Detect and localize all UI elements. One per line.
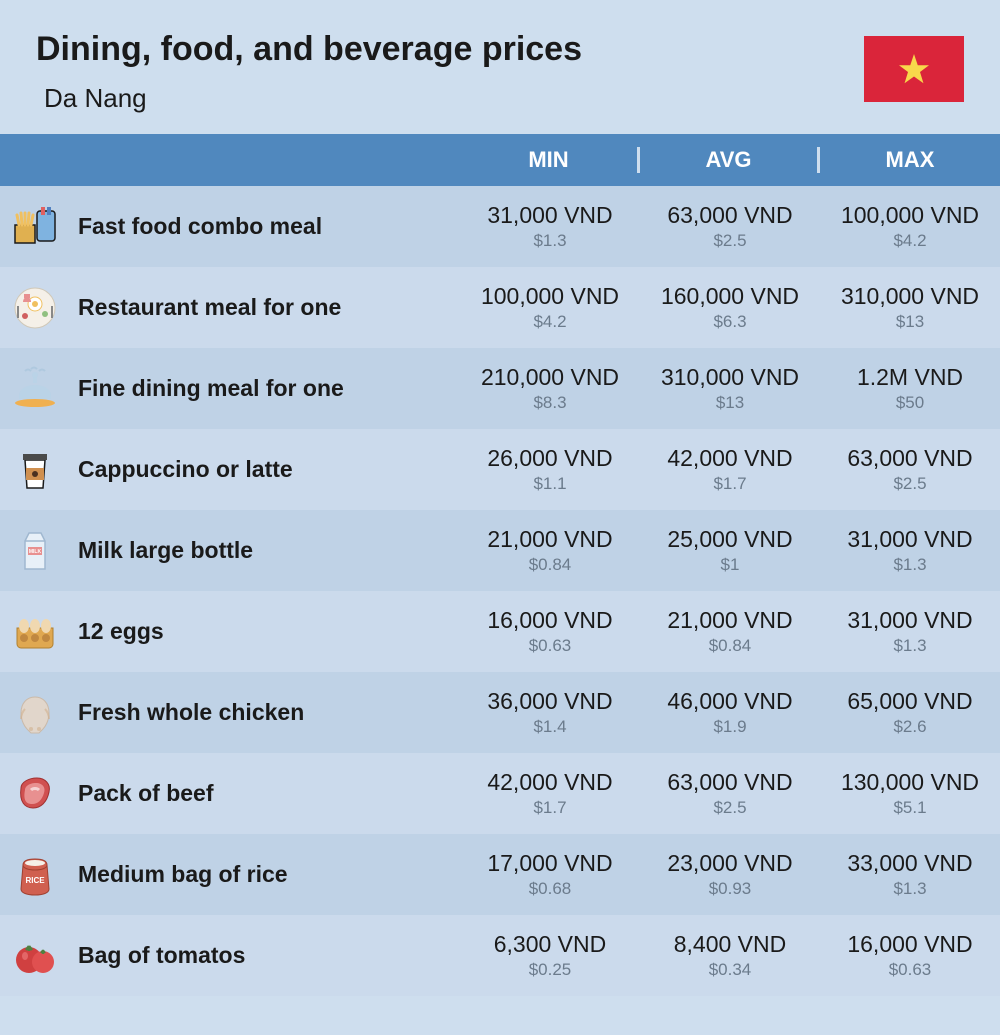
item-label: Pack of beef bbox=[70, 780, 460, 807]
item-label: Bag of tomatos bbox=[70, 942, 460, 969]
table-row: Restaurant meal for one100,000 VND$4.216… bbox=[0, 267, 1000, 348]
col-max: MAX bbox=[820, 147, 1000, 173]
price-max: 63,000 VND$2.5 bbox=[820, 445, 1000, 494]
milk-icon: MILK bbox=[0, 510, 70, 591]
item-label: Fine dining meal for one bbox=[70, 375, 460, 402]
col-min: MIN bbox=[460, 147, 640, 173]
price-avg: 8,400 VND$0.34 bbox=[640, 931, 820, 980]
table-header: MIN AVG MAX bbox=[0, 134, 1000, 186]
price-min: 21,000 VND$0.84 bbox=[460, 526, 640, 575]
price-max: 1.2M VND$50 bbox=[820, 364, 1000, 413]
price-avg: 63,000 VND$2.5 bbox=[640, 769, 820, 818]
price-min: 31,000 VND$1.3 bbox=[460, 202, 640, 251]
page-subtitle: Da Nang bbox=[44, 83, 582, 114]
price-max: 100,000 VND$4.2 bbox=[820, 202, 1000, 251]
table-row: Bag of tomatos6,300 VND$0.258,400 VND$0.… bbox=[0, 915, 1000, 996]
price-min: 16,000 VND$0.63 bbox=[460, 607, 640, 656]
price-min: 26,000 VND$1.1 bbox=[460, 445, 640, 494]
beef-icon bbox=[0, 753, 70, 834]
table-row: Fresh whole chicken36,000 VND$1.446,000 … bbox=[0, 672, 1000, 753]
item-label: 12 eggs bbox=[70, 618, 460, 645]
coffee-icon bbox=[0, 429, 70, 510]
price-avg: 160,000 VND$6.3 bbox=[640, 283, 820, 332]
price-min: 17,000 VND$0.68 bbox=[460, 850, 640, 899]
price-avg: 42,000 VND$1.7 bbox=[640, 445, 820, 494]
price-avg: 25,000 VND$1 bbox=[640, 526, 820, 575]
price-table: MIN AVG MAX Fast food combo meal31,000 V… bbox=[0, 134, 1000, 996]
price-avg: 310,000 VND$13 bbox=[640, 364, 820, 413]
page-title: Dining, food, and beverage prices bbox=[36, 30, 582, 69]
price-max: 31,000 VND$1.3 bbox=[820, 607, 1000, 656]
price-avg: 63,000 VND$2.5 bbox=[640, 202, 820, 251]
price-max: 33,000 VND$1.3 bbox=[820, 850, 1000, 899]
price-min: 36,000 VND$1.4 bbox=[460, 688, 640, 737]
item-label: Milk large bottle bbox=[70, 537, 460, 564]
item-label: Restaurant meal for one bbox=[70, 294, 460, 321]
chicken-icon bbox=[0, 672, 70, 753]
table-body: Fast food combo meal31,000 VND$1.363,000… bbox=[0, 186, 1000, 996]
table-row: Cappuccino or latte26,000 VND$1.142,000 … bbox=[0, 429, 1000, 510]
item-label: Medium bag of rice bbox=[70, 861, 460, 888]
restaurant-icon bbox=[0, 267, 70, 348]
price-min: 100,000 VND$4.2 bbox=[460, 283, 640, 332]
price-max: 310,000 VND$13 bbox=[820, 283, 1000, 332]
col-avg: AVG bbox=[640, 147, 820, 173]
tomato-icon bbox=[0, 915, 70, 996]
table-row: Pack of beef42,000 VND$1.763,000 VND$2.5… bbox=[0, 753, 1000, 834]
svg-text:RICE: RICE bbox=[25, 876, 45, 885]
price-max: 16,000 VND$0.63 bbox=[820, 931, 1000, 980]
price-avg: 21,000 VND$0.84 bbox=[640, 607, 820, 656]
price-min: 42,000 VND$1.7 bbox=[460, 769, 640, 818]
price-min: 210,000 VND$8.3 bbox=[460, 364, 640, 413]
rice-icon: RICE bbox=[0, 834, 70, 915]
table-row: Fine dining meal for one210,000 VND$8.33… bbox=[0, 348, 1000, 429]
price-avg: 23,000 VND$0.93 bbox=[640, 850, 820, 899]
price-min: 6,300 VND$0.25 bbox=[460, 931, 640, 980]
page-header: Dining, food, and beverage prices Da Nan… bbox=[0, 0, 1000, 134]
vietnam-flag-icon bbox=[864, 36, 964, 102]
fine-dining-icon bbox=[0, 348, 70, 429]
price-max: 65,000 VND$2.6 bbox=[820, 688, 1000, 737]
item-label: Fast food combo meal bbox=[70, 213, 460, 240]
svg-text:MILK: MILK bbox=[29, 549, 42, 555]
table-row: Fast food combo meal31,000 VND$1.363,000… bbox=[0, 186, 1000, 267]
item-label: Fresh whole chicken bbox=[70, 699, 460, 726]
item-label: Cappuccino or latte bbox=[70, 456, 460, 483]
price-max: 130,000 VND$5.1 bbox=[820, 769, 1000, 818]
price-avg: 46,000 VND$1.9 bbox=[640, 688, 820, 737]
table-row: 12 eggs16,000 VND$0.6321,000 VND$0.8431,… bbox=[0, 591, 1000, 672]
fast-food-icon bbox=[0, 186, 70, 267]
table-row: MILK Milk large bottle21,000 VND$0.8425,0… bbox=[0, 510, 1000, 591]
eggs-icon bbox=[0, 591, 70, 672]
price-max: 31,000 VND$1.3 bbox=[820, 526, 1000, 575]
table-row: RICE Medium bag of rice17,000 VND$0.6823,… bbox=[0, 834, 1000, 915]
